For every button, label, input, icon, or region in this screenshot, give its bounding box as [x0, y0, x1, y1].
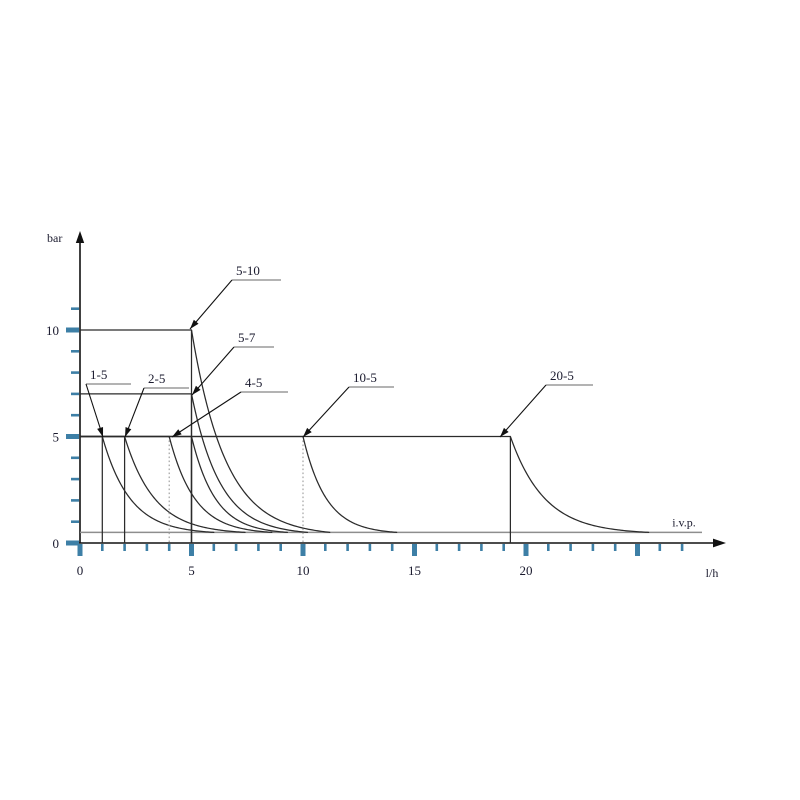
- callout-arrowhead: [192, 385, 201, 395]
- x-axis-tick-label: 5: [188, 563, 195, 578]
- x-axis-tick-label: 15: [408, 563, 421, 578]
- callout-arrowhead: [172, 429, 182, 437]
- callout-leader-line: [302, 386, 350, 438]
- callout-leader-line: [189, 279, 233, 330]
- curve-label: 20-5: [550, 368, 574, 383]
- generated-chart-content: 0 5 10 15 20 l/h 0 5 10 bar i.v.p. 1-5 2-5 5-10 5-7 4-5…: [46, 231, 726, 580]
- ivp-label: i.v.p.: [672, 515, 696, 529]
- callout-arrowhead: [303, 427, 312, 437]
- curve-label: 5-7: [238, 330, 256, 345]
- y-axis-tick-label: 0: [53, 536, 60, 551]
- x-axis-tick-label: 0: [77, 563, 84, 578]
- x-axis-tick-label: 20: [520, 563, 533, 578]
- callout-leader-line: [191, 346, 235, 396]
- curve-label: 10-5: [353, 370, 377, 385]
- curve-label: 2-5: [148, 371, 165, 386]
- decay-curve: [101, 435, 215, 533]
- y-axis-tick-label: 10: [46, 323, 59, 338]
- decay-curve: [190, 393, 309, 533]
- y-axis-tick-label: 5: [53, 430, 60, 445]
- callout-arrowhead: [500, 427, 509, 437]
- callout-leader-line: [171, 391, 242, 438]
- decay-curve: [123, 435, 246, 533]
- x-axis-tick-label: 10: [297, 563, 310, 578]
- callout-arrowhead: [190, 319, 199, 329]
- y-axis-title: bar: [47, 231, 62, 245]
- y-axis-arrowhead: [75, 231, 85, 243]
- curve-label: 1-5: [90, 367, 107, 382]
- curve-label: 4-5: [245, 375, 262, 390]
- x-axis-title: l/h: [706, 566, 719, 580]
- decay-curve: [302, 435, 398, 533]
- callout-leader-line: [499, 384, 547, 438]
- x-axis-arrowhead: [713, 538, 726, 548]
- decay-curve: [509, 435, 650, 533]
- callout-arrowhead: [97, 427, 104, 437]
- decay-curve: [190, 435, 289, 533]
- decay-curve: [168, 435, 273, 533]
- callout-arrowhead: [125, 427, 132, 437]
- decay-curve: [190, 329, 331, 533]
- curve-label: 5-10: [236, 263, 260, 278]
